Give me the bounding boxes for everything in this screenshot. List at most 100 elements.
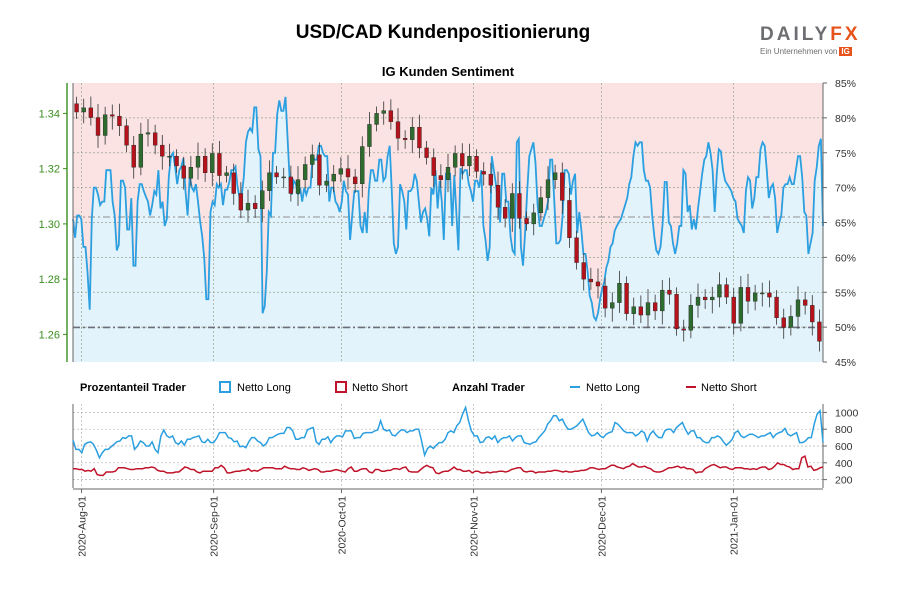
candle-body: [117, 115, 122, 127]
candle-body: [217, 153, 222, 176]
candle: [788, 305, 794, 336]
candle-body: [645, 302, 651, 316]
candle-body: [631, 306, 636, 314]
candle: [102, 106, 108, 145]
candle: [624, 276, 629, 321]
candle: [345, 155, 351, 190]
candle-body: [388, 110, 394, 122]
candle-body: [652, 302, 658, 312]
candle-body: [352, 176, 358, 185]
x-axis: 2020-Aug-01 2020-Sep-01 2020-Oct-01 2020-No…: [73, 488, 823, 557]
candle: [538, 186, 544, 221]
candle: [581, 253, 586, 291]
candle-body: [667, 289, 672, 295]
candle-body: [202, 156, 208, 173]
candle: [424, 141, 429, 165]
candle: [731, 287, 736, 335]
candle-body: [524, 218, 529, 225]
candle: [274, 165, 279, 184]
candle-body: [95, 117, 101, 136]
right-tick-label-5: 70%: [835, 183, 856, 195]
candle-body: [817, 321, 822, 342]
candle: [295, 166, 301, 206]
candle-body: [710, 296, 715, 301]
legend-short-label: Netto Short: [352, 382, 408, 394]
ig-logo-mark: IG: [839, 47, 852, 56]
right-tick-label-7: 80%: [835, 113, 856, 125]
left-tick-label-0: 1.26: [39, 329, 60, 341]
candle-body: [810, 305, 815, 323]
candle: [138, 122, 144, 176]
candle: [574, 230, 579, 270]
candle: [752, 284, 758, 311]
candle-body: [138, 133, 144, 168]
candle-body: [552, 172, 558, 180]
candle: [445, 153, 451, 193]
candle-body: [681, 328, 686, 331]
candle-body: [460, 153, 465, 167]
x-tick-label-4: 2020-Dec-01: [596, 496, 608, 557]
dailyfx-logo: DAILYFX Ein Unternehmen von IG: [760, 24, 870, 64]
candle: [231, 163, 236, 205]
candle-body: [102, 114, 108, 136]
candle: [710, 286, 715, 314]
candle-body: [738, 287, 744, 324]
candle-body: [581, 262, 586, 280]
left-tick-label-1: 1.28: [39, 274, 60, 286]
candle: [510, 183, 515, 232]
candle-body: [210, 153, 215, 173]
candle-body: [252, 202, 258, 209]
candle: [238, 182, 244, 219]
candle: [131, 136, 136, 179]
candle: [252, 195, 258, 218]
candle-body: [302, 164, 308, 180]
candle: [631, 297, 636, 325]
candle-body: [160, 144, 165, 157]
candle: [681, 319, 686, 342]
candle-body: [145, 132, 151, 135]
candle-body: [531, 212, 536, 225]
candle-body: [781, 317, 786, 328]
candle: [638, 295, 644, 324]
count-long-line: [72, 405, 824, 460]
candle: [388, 99, 394, 130]
candle-body: [488, 173, 494, 186]
candle: [95, 103, 101, 148]
candle-body: [410, 126, 415, 140]
legend-group-count: Anzahl Trader: [452, 382, 525, 394]
candle: [702, 289, 708, 309]
candle: [110, 104, 115, 130]
candle: [531, 203, 536, 236]
candle: [81, 98, 86, 124]
candle-body: [74, 103, 79, 113]
candle: [210, 143, 215, 187]
candle: [645, 289, 651, 328]
x-tick-label-2: 2020-Oct-01: [336, 496, 348, 555]
candle-body: [310, 154, 315, 165]
candle-body: [338, 168, 344, 175]
right-tick-label-4: 65%: [835, 218, 856, 230]
candle: [360, 136, 365, 198]
candle-body: [638, 306, 644, 316]
candle-body: [195, 156, 201, 168]
candle: [567, 187, 572, 248]
candle: [195, 142, 201, 180]
candle-body: [424, 147, 429, 158]
candle-body: [88, 107, 94, 118]
candle-body: [767, 292, 772, 298]
candle: [502, 199, 508, 228]
candle-body: [281, 176, 286, 179]
candle: [802, 291, 808, 315]
candle: [781, 308, 786, 339]
candle: [124, 118, 129, 153]
candle: [795, 286, 801, 329]
left-tick-label-2: 1.30: [39, 219, 60, 231]
candle-body: [295, 179, 301, 194]
candle: [152, 124, 158, 155]
candle-body: [474, 156, 479, 172]
legend-count-short-label: Netto Short: [701, 382, 757, 394]
candle: [88, 96, 94, 126]
candle-body: [131, 144, 136, 168]
candle: [695, 283, 701, 318]
candle: [245, 189, 251, 223]
